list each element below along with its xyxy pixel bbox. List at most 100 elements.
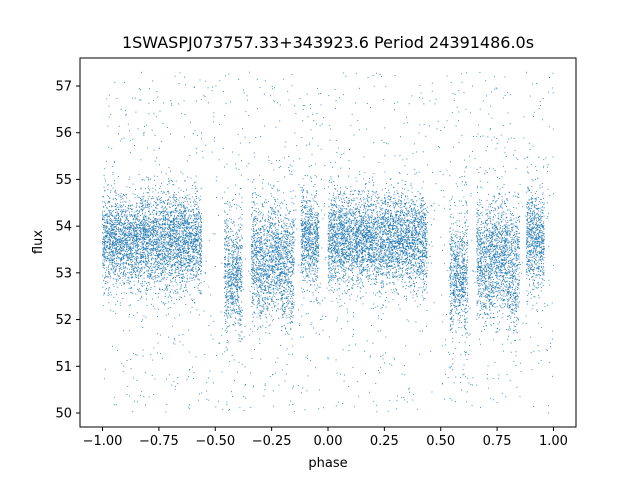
data-point xyxy=(238,270,239,271)
data-point xyxy=(170,246,171,247)
data-point xyxy=(102,263,103,264)
data-point xyxy=(236,256,237,257)
data-point xyxy=(123,243,124,244)
data-point xyxy=(225,238,226,239)
data-point xyxy=(233,252,234,253)
data-point xyxy=(180,213,181,214)
data-point xyxy=(102,244,103,245)
data-point xyxy=(173,231,174,232)
data-point xyxy=(167,237,168,238)
data-point xyxy=(200,263,201,264)
data-point xyxy=(177,249,178,250)
data-point xyxy=(239,267,240,268)
data-point xyxy=(188,223,189,224)
data-point xyxy=(241,245,242,246)
data-point xyxy=(122,244,123,245)
data-point xyxy=(105,277,106,278)
data-point xyxy=(253,317,254,318)
data-point xyxy=(234,359,235,360)
data-point xyxy=(186,290,187,291)
data-point xyxy=(164,212,165,213)
data-point xyxy=(199,245,200,246)
data-point xyxy=(234,311,235,312)
data-point xyxy=(171,275,172,276)
data-point xyxy=(196,176,197,177)
data-point xyxy=(129,214,130,215)
data-point xyxy=(149,276,150,277)
data-point xyxy=(151,268,152,269)
data-point xyxy=(196,198,197,199)
data-point xyxy=(149,189,150,190)
data-point xyxy=(114,258,115,259)
data-point xyxy=(142,281,143,282)
data-point xyxy=(129,240,130,241)
data-point xyxy=(231,240,232,241)
data-point xyxy=(191,227,192,228)
data-point xyxy=(150,253,151,254)
data-point xyxy=(226,248,227,249)
data-point xyxy=(137,236,138,237)
data-point xyxy=(125,211,126,212)
data-point xyxy=(227,350,228,351)
data-point xyxy=(111,249,112,250)
data-point xyxy=(174,219,175,220)
data-point xyxy=(198,245,199,246)
data-point xyxy=(200,242,201,243)
data-point xyxy=(183,191,184,192)
data-point xyxy=(163,266,164,267)
data-point xyxy=(128,235,129,236)
data-point xyxy=(230,309,231,310)
data-point xyxy=(159,289,160,290)
data-point xyxy=(150,203,151,204)
data-point xyxy=(124,238,125,239)
data-point xyxy=(140,230,141,231)
data-point xyxy=(196,262,197,263)
data-point xyxy=(184,242,185,243)
data-point xyxy=(196,260,197,261)
data-point xyxy=(155,261,156,262)
data-point xyxy=(110,292,111,293)
data-point xyxy=(140,298,141,299)
data-point xyxy=(261,266,262,267)
data-point xyxy=(143,227,144,228)
data-point xyxy=(234,284,235,285)
data-point xyxy=(125,267,126,268)
data-point xyxy=(226,347,227,348)
data-point xyxy=(156,197,157,198)
data-point xyxy=(232,293,233,294)
data-point xyxy=(182,227,183,228)
data-point xyxy=(254,282,255,283)
data-point xyxy=(256,262,257,263)
data-point xyxy=(144,208,145,209)
data-point xyxy=(144,273,145,274)
data-point xyxy=(145,245,146,246)
data-point xyxy=(168,199,169,200)
data-point xyxy=(200,258,201,259)
data-point xyxy=(197,240,198,241)
data-point xyxy=(134,215,135,216)
data-point xyxy=(201,270,202,271)
data-point xyxy=(136,237,137,238)
data-point xyxy=(112,206,113,207)
data-point xyxy=(231,279,232,280)
data-point xyxy=(102,212,103,213)
data-point xyxy=(179,227,180,228)
data-point xyxy=(115,243,116,244)
data-point xyxy=(145,235,146,236)
data-point xyxy=(190,236,191,237)
data-point xyxy=(154,180,155,181)
data-point xyxy=(228,274,229,275)
data-point xyxy=(155,260,156,261)
data-point xyxy=(149,244,150,245)
data-point xyxy=(180,216,181,217)
data-point xyxy=(162,193,163,194)
data-point xyxy=(236,291,237,292)
data-point xyxy=(132,216,133,217)
data-point xyxy=(201,245,202,246)
data-point xyxy=(187,208,188,209)
data-point xyxy=(148,224,149,225)
data-point xyxy=(170,256,171,257)
data-point xyxy=(140,229,141,230)
data-point xyxy=(110,231,111,232)
data-point xyxy=(150,243,151,244)
